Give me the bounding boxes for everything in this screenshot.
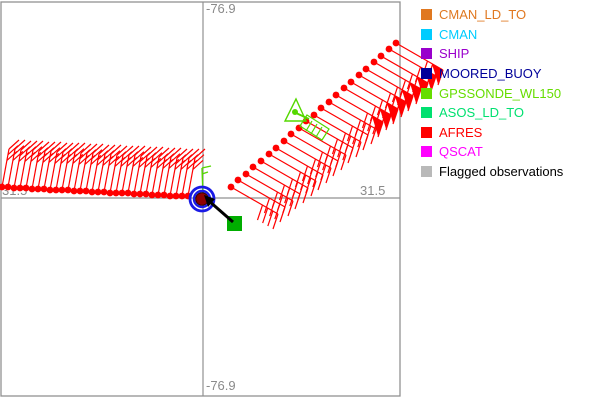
wind-barb-track-west: [0, 139, 206, 200]
legend-item-label: CMAN: [439, 26, 478, 42]
x-tick-label-bottom: -76.9: [206, 378, 236, 393]
legend-item: SHIP: [421, 44, 596, 64]
legend-swatch-icon: [421, 87, 432, 99]
legend-item-label: QSCAT: [439, 144, 483, 160]
selected-observation[interactable]: [188, 185, 242, 231]
legend-item-label: AFRES: [439, 124, 483, 140]
legend-swatch-icon: [421, 107, 432, 119]
legend-swatch-icon: [421, 126, 432, 138]
legend-item-label: SHIP: [439, 46, 470, 62]
legend-swatch-icon: [421, 68, 432, 80]
legend-item: GPSSONDE_WL150: [421, 83, 596, 103]
legend-item: Flagged observations: [421, 162, 596, 182]
y-tick-label-right: 31.5: [360, 183, 385, 198]
legend-swatch-icon: [421, 166, 432, 178]
legend-item: QSCAT: [421, 142, 596, 162]
x-tick-label-top: -76.9: [206, 1, 236, 16]
drag-arrow-head-icon: [204, 195, 215, 207]
legend-swatch-icon: [421, 48, 432, 60]
legend-item-label: MOORED_BUOY: [439, 66, 542, 82]
gpssonde-triangle-icon: [283, 97, 308, 122]
legend-item: CMAN_LD_TO: [421, 5, 596, 25]
legend-item-label: Flagged observations: [439, 164, 564, 180]
legend-item: ASOS_LD_TO: [421, 103, 596, 123]
legend-item-label: ASOS_LD_TO: [439, 105, 525, 121]
legend-item-label: CMAN_LD_TO: [439, 7, 527, 23]
legend-item-label: GPSSONDE_WL150: [439, 85, 562, 101]
legend-swatch-icon: [421, 146, 432, 158]
legend-item: MOORED_BUOY: [421, 64, 596, 84]
legend-swatch-icon: [421, 9, 432, 21]
gpssonde-observations: [201, 97, 330, 197]
legend-swatch-icon: [421, 28, 432, 40]
legend-item: AFRES: [421, 123, 596, 143]
axes: -76.9-76.931.531.5: [0, 1, 401, 397]
wind-barb-track-east: [227, 39, 444, 230]
legend-item: CMAN: [421, 25, 596, 45]
legend: CMAN_LD_TO CMAN SHIP MOORED_BUOY GPSSONDE_WL…: [421, 5, 596, 181]
